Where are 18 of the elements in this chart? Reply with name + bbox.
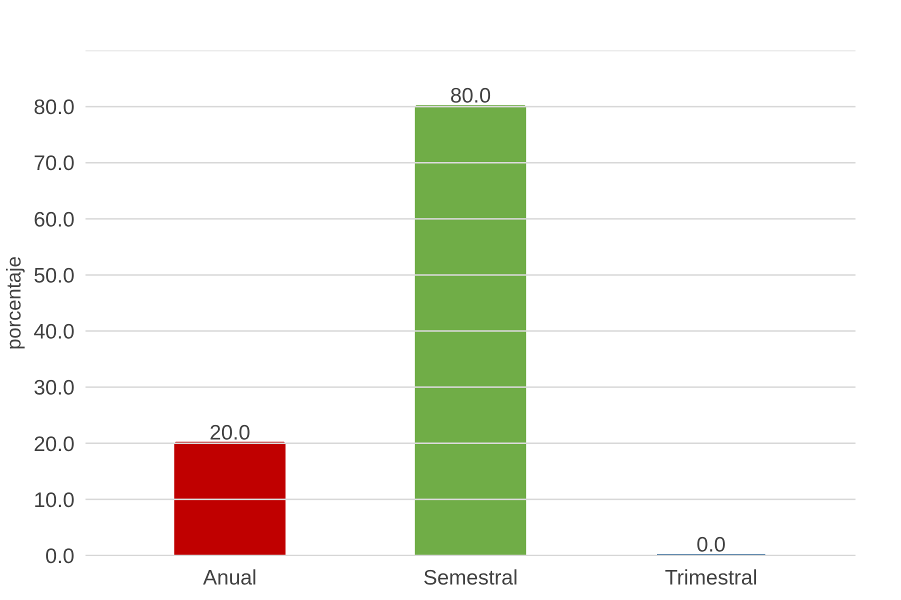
y-tick-label: 0.0 [45,545,75,568]
bar [414,105,526,556]
x-tick-label: Trimestral [664,566,758,590]
bar [174,442,286,556]
y-tick-label: 50.0 [34,264,75,288]
y-tick-label: 60.0 [34,208,75,232]
y-tick-label: 80.0 [34,96,75,120]
y-tick-label: 20.0 [34,432,75,456]
y-tick-label: 70.0 [34,152,75,176]
x-tick-label: Anual [203,566,257,590]
y-axis-title: porcentaje [4,256,26,350]
data-label: 20.0 [209,421,250,444]
y-tick-label: 30.0 [34,376,75,400]
data-label: 80.0 [450,84,491,108]
y-tick-label: 10.0 [34,488,75,512]
data-label: 0.0 [696,534,726,556]
x-tick-label: Semestral [423,566,518,590]
y-tick-label: 40.0 [34,320,75,344]
